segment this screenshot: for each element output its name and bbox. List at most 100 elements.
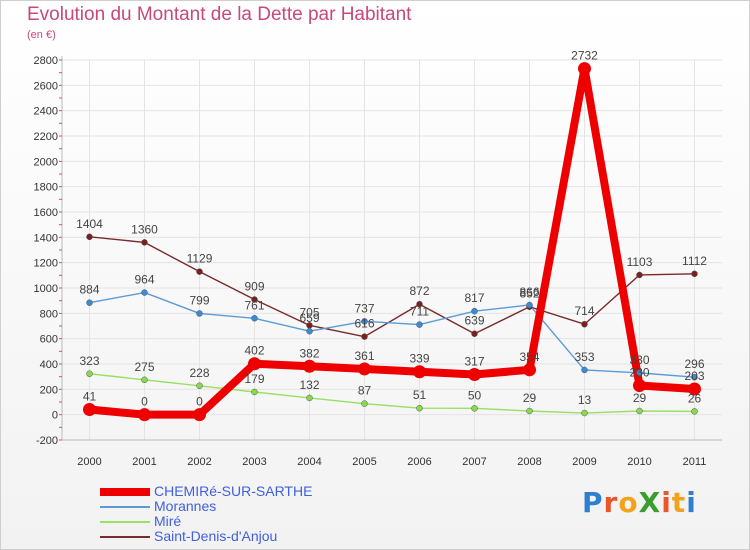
data-point-0 [633, 379, 646, 393]
y-tick-label: 1400 [34, 232, 58, 244]
legend-label-mire: Miré [154, 513, 182, 529]
y-tick-label: 2200 [34, 131, 58, 143]
y-tick-label: 2400 [34, 106, 58, 118]
logo-letter: P [582, 486, 604, 519]
y-tick-label: 200 [40, 384, 58, 396]
proxiti-logo: ProXiti [582, 486, 697, 519]
data-label-3: 1360 [131, 222, 158, 236]
data-point-3 [196, 268, 203, 275]
data-point-2 [526, 407, 533, 415]
data-point-1 [361, 318, 368, 325]
data-point-0 [413, 365, 426, 379]
data-label-2: 179 [244, 372, 264, 386]
data-point-1 [196, 310, 203, 317]
data-point-2 [251, 388, 258, 396]
data-label-1: 737 [354, 301, 374, 315]
data-label-0: 0 [141, 395, 148, 409]
tick-labels: -200020040060080010001200140016001800200… [34, 55, 707, 468]
data-point-0 [83, 402, 96, 416]
data-point-0 [688, 382, 701, 396]
data-label-2: 132 [299, 378, 319, 392]
legend-label-morannes: Morannes [154, 498, 217, 514]
data-point-1 [306, 327, 313, 335]
data-label-1: 353 [574, 350, 594, 364]
y-tick-label: 800 [40, 308, 58, 320]
data-label-1: 659 [299, 311, 319, 325]
data-point-2 [581, 409, 588, 417]
data-point-2 [141, 376, 148, 384]
data-label-2: 51 [413, 388, 427, 402]
logo-letter: r [603, 486, 619, 519]
axes [59, 56, 722, 441]
chart-title: Evolution du Montant de la Dette par Hab… [27, 4, 412, 25]
x-tick-label: 2009 [572, 456, 596, 468]
data-label-0: 2732 [571, 49, 598, 63]
data-label-3: 1112 [682, 254, 707, 268]
series-lines [85, 64, 699, 419]
x-tick-label: 2008 [517, 456, 541, 468]
data-label-3: 872 [409, 284, 429, 298]
data-label-3: 639 [464, 314, 484, 328]
y-tick-label: 600 [40, 334, 58, 346]
series-line-3 [88, 236, 696, 338]
data-label-1: 884 [79, 283, 99, 297]
data-point-3 [581, 320, 588, 328]
logo-letter: i [686, 486, 697, 519]
data-label-0: 402 [244, 344, 264, 358]
y-tick-label: 1800 [34, 182, 58, 194]
data-point-3 [691, 270, 698, 278]
data-label-0: 361 [354, 349, 374, 363]
x-tick-label: 2002 [187, 456, 211, 468]
x-tick-label: 2007 [462, 456, 486, 468]
legend-swatch-morannes [100, 506, 150, 508]
y-tick-label: -200 [36, 435, 58, 447]
data-label-3: 714 [574, 304, 594, 318]
y-tick-label: 2000 [34, 156, 58, 168]
data-label-2: 275 [134, 360, 154, 374]
data-point-0 [138, 408, 151, 422]
x-tick-label: 2001 [132, 456, 156, 468]
x-tick-label: 2005 [352, 456, 376, 468]
data-point-0 [193, 408, 206, 422]
x-tick-label: 2006 [407, 456, 431, 468]
data-label-2: 228 [189, 366, 209, 380]
series-line-0 [85, 64, 699, 419]
data-label-3: 616 [354, 317, 374, 331]
data-label-3: 705 [299, 305, 319, 319]
data-point-1 [581, 366, 588, 374]
x-tick-label: 2004 [297, 456, 321, 468]
data-point-0 [578, 62, 591, 76]
data-point-0 [248, 357, 261, 371]
data-point-1 [471, 307, 478, 315]
legend-swatch-saint-denis [100, 536, 150, 538]
data-point-3 [251, 296, 258, 303]
data-label-2: 87 [358, 384, 372, 398]
data-point-1 [636, 369, 643, 377]
y-tick-label: 1200 [34, 258, 58, 270]
grid-lines [62, 59, 722, 440]
y-tick-label: 2600 [34, 80, 58, 92]
data-point-3 [141, 239, 148, 246]
legend-label-chemire: CHEMIRé-SUR-SARTHE [154, 483, 313, 499]
data-label-1: 330 [629, 353, 649, 367]
y-tick-label: 2800 [34, 55, 58, 67]
x-tick-label: 2011 [683, 456, 707, 468]
x-tick-label: 2003 [242, 456, 266, 468]
legend-swatch-chemire [100, 488, 150, 496]
data-point-3 [636, 271, 643, 279]
data-point-1 [251, 315, 258, 322]
y-tick-label: 1600 [34, 207, 58, 219]
data-point-3 [416, 300, 423, 308]
series-line-2 [88, 373, 696, 414]
data-label-0: 0 [196, 395, 203, 409]
data-point-3 [86, 233, 93, 241]
data-label-2: 50 [468, 388, 482, 402]
data-point-2 [471, 405, 478, 412]
chart-unit-label: (en €) [27, 29, 56, 41]
data-label-0: 203 [684, 369, 704, 383]
x-tick-label: 2010 [627, 456, 651, 468]
data-point-2 [306, 394, 313, 402]
y-tick-label: 0 [52, 410, 58, 422]
data-label-1: 799 [189, 293, 209, 307]
data-point-1 [141, 289, 148, 296]
